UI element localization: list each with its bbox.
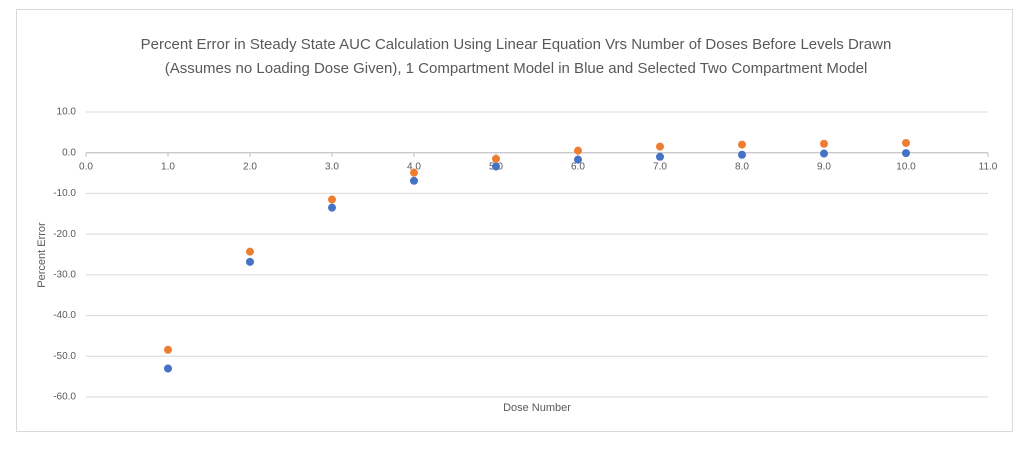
x-tick-label: 4.0 [407,161,421,172]
point [328,195,336,204]
x-tick-label: 9.0 [817,161,831,172]
point [410,176,418,185]
point [328,203,336,212]
y-tick-label: -30.0 [53,269,76,280]
point [656,152,664,161]
point [902,149,910,158]
point [164,345,172,354]
point [492,162,500,171]
y-tick-label: -50.0 [53,351,76,362]
x-tick-label: 2.0 [243,161,257,172]
point [820,139,828,148]
point [902,138,910,147]
chart-title: Percent Error in Steady State AUC Calcul… [140,36,892,77]
y-tick-label: -60.0 [53,392,76,403]
x-tick-label: 11.0 [979,161,998,172]
point [574,155,582,164]
point [574,146,582,155]
point [738,150,746,159]
point [164,364,172,373]
y-tick-label: -20.0 [53,229,76,240]
x-tick-label: 3.0 [325,161,339,172]
point [246,257,254,266]
y-axis-title: Percent Error [36,222,48,288]
y-tick-label: -10.0 [53,188,76,199]
x-tick-label: 10.0 [896,161,916,172]
y-tick-label: 10.0 [57,107,77,118]
point [656,142,664,151]
x-tick-label: 7.0 [653,161,667,172]
x-tick-label: 6.0 [571,161,585,172]
point [492,154,500,163]
chart-border [16,9,1013,432]
point [410,168,418,177]
point [820,149,828,158]
x-tick-label: 1.0 [161,161,175,172]
x-axis-title: Dose Number [503,402,571,414]
point [738,140,746,149]
y-tick-label: -40.0 [53,310,76,321]
point [246,247,254,256]
x-tick-label: 0.0 [79,161,93,172]
x-tick-label: 8.0 [735,161,749,172]
y-tick-label: 0.0 [62,147,76,158]
